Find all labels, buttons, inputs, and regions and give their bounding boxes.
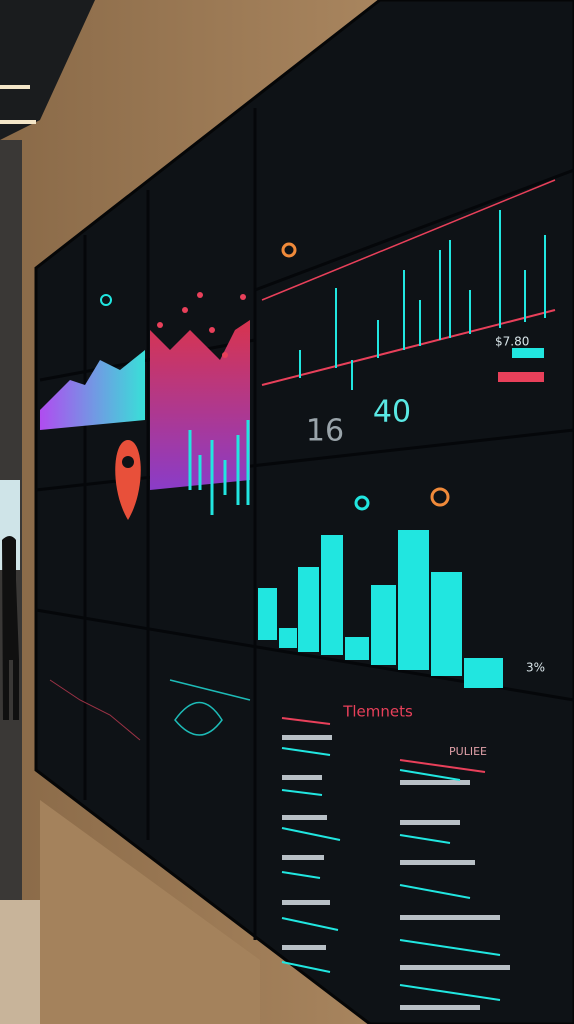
spike-chart: [299, 210, 546, 390]
legend-swatch: [498, 372, 544, 382]
ring-icon: [281, 242, 297, 258]
dim-line-chart: [49, 679, 141, 741]
text-rows: [281, 717, 510, 1010]
price-label: $7.80: [495, 335, 529, 349]
person-silhouette: [2, 536, 19, 720]
column-head: PULIEE: [449, 745, 487, 758]
kpi-small: 16: [306, 414, 344, 449]
panel-top-line: [261, 179, 556, 301]
ring-icon: [100, 294, 112, 306]
bar-chart: [258, 530, 503, 688]
panel-seams: [35, 108, 574, 940]
ring-icon: [354, 495, 370, 511]
ring-icon: [430, 487, 450, 507]
ceiling: [0, 0, 95, 140]
dim-gauge: [169, 679, 251, 736]
legend-swatch: [512, 348, 544, 358]
ceiling-light: [0, 85, 30, 89]
kpi-large: 40: [373, 395, 411, 430]
area-chart: [40, 350, 145, 430]
panel-title: Tlemnets: [342, 703, 413, 721]
map-pin-hole: [122, 456, 134, 468]
map-pin: [115, 440, 141, 520]
small-bars: [188, 420, 250, 515]
markers: [157, 292, 246, 358]
lower-wood: [40, 800, 260, 1024]
percent-label: 3%: [526, 661, 545, 675]
trend-line: [261, 309, 556, 386]
area-chart: [150, 320, 250, 490]
ceiling-light: [0, 120, 36, 124]
